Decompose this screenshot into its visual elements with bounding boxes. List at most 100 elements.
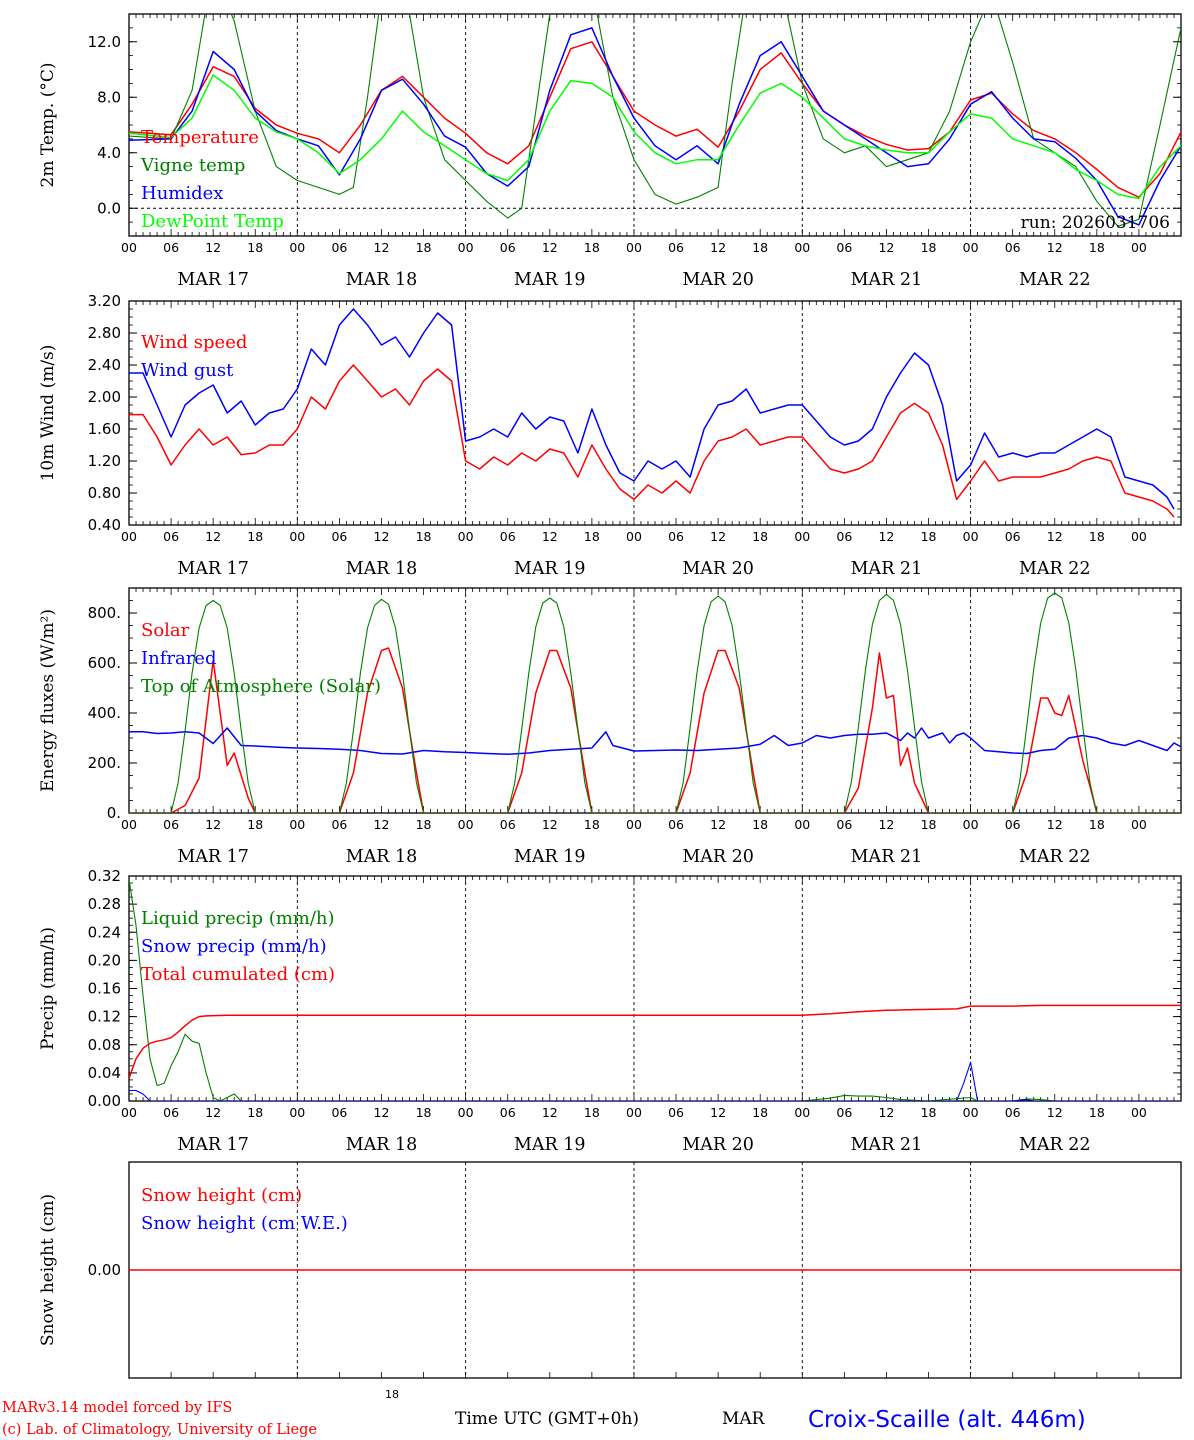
hour-tick-label: 00: [963, 1105, 979, 1120]
mar-label: MAR: [722, 1409, 766, 1429]
hour-tick-label: 00: [121, 529, 137, 544]
series-line-2: [129, 14, 1181, 227]
day-label: MAR 22: [1019, 1135, 1091, 1155]
legend-entry: Temperature: [141, 127, 259, 148]
hour-tick-label: 12: [205, 240, 221, 255]
hour-tick-label: 12: [542, 817, 558, 832]
hour-tick-label: 12: [205, 817, 221, 832]
panel-2: 00 06 12 18 00 06 12 18 00 06 12 18 00 06 12 18 00 06 12 18…: [38, 292, 1182, 579]
y-tick-label: 0.0: [97, 199, 121, 217]
hour-tick-label: 00: [963, 529, 979, 544]
panel-5: 0.00 Snow height (cm) Snow height (cm) Snow…: [38, 1161, 1182, 1379]
panels: 00 06 12 18 00 06 12 18 00 06 12 18 00 06 12 18 00 06 12 18…: [38, 13, 1182, 1379]
y-tick-label: 0.24: [88, 923, 121, 941]
hour-tick-label: 12: [205, 1105, 221, 1120]
y-tick-label: 1.60: [88, 420, 121, 438]
y-tick-label: 0.32: [88, 867, 121, 885]
y-tick-label: 2.00: [88, 388, 121, 406]
footer-tick-18: 18: [385, 1388, 399, 1401]
hour-tick-label: 06: [1005, 817, 1021, 832]
day-label: MAR 22: [1019, 847, 1091, 867]
station-title: Croix-Scaille (alt. 446m): [808, 1407, 1086, 1433]
day-label: MAR 17: [177, 270, 249, 290]
hour-tick-label: 00: [626, 817, 642, 832]
legend-entry: Snow precip (mm/h): [141, 936, 327, 957]
day-label: MAR 21: [851, 559, 923, 579]
hour-tick-label: 00: [1131, 817, 1147, 832]
hour-tick-label: 12: [1047, 240, 1063, 255]
hour-tick-label: 06: [668, 1105, 684, 1120]
hour-tick-label: 18: [247, 817, 263, 832]
y-tick-label: 0.00: [88, 1261, 121, 1279]
hour-tick-label: 06: [836, 529, 852, 544]
hour-tick-label: 12: [374, 1105, 390, 1120]
hour-tick-label: 00: [963, 817, 979, 832]
model-credit: MARv3.14 model forced by IFS: [2, 1400, 232, 1416]
series-line-1: [129, 41, 1181, 198]
hour-tick-label: 06: [1005, 529, 1021, 544]
day-label: MAR 17: [177, 1135, 249, 1155]
day-label: MAR 22: [1019, 270, 1091, 290]
hour-tick-label: 12: [542, 240, 558, 255]
hour-tick-label: 18: [584, 240, 600, 255]
hour-tick-label: 06: [331, 529, 347, 544]
day-label: MAR 21: [851, 847, 923, 867]
hour-tick-label: 00: [1131, 240, 1147, 255]
legend-entry: DewPoint Temp: [141, 211, 284, 232]
hour-tick-label: 06: [331, 817, 347, 832]
y-tick-label: 0.00: [88, 1092, 121, 1110]
hour-tick-label: 06: [1005, 1105, 1021, 1120]
hour-tick-label: 18: [584, 529, 600, 544]
hour-tick-label: 00: [458, 817, 474, 832]
hour-tick-label: 06: [163, 1105, 179, 1120]
y-axis-label: Precip (mm/h): [38, 927, 58, 1050]
hour-tick-label: 18: [416, 529, 432, 544]
day-label: MAR 22: [1019, 559, 1091, 579]
hour-tick-label: 18: [752, 817, 768, 832]
hour-tick-label: 12: [878, 817, 894, 832]
day-label: MAR 20: [682, 1135, 754, 1155]
y-tick-label: 0.16: [88, 980, 121, 998]
day-label: MAR 18: [346, 847, 418, 867]
hour-tick-label: 00: [121, 817, 137, 832]
hour-tick-label: 00: [794, 1105, 810, 1120]
hour-tick-label: 06: [500, 240, 516, 255]
legend-entry: Infrared: [141, 648, 216, 669]
day-label: MAR 21: [851, 270, 923, 290]
series-line-4: [129, 74, 1181, 200]
series-line-1: [129, 647, 1181, 813]
y-axis-label: Snow height (cm): [38, 1194, 58, 1346]
hour-tick-label: 06: [163, 817, 179, 832]
y-tick-label: 0.28: [88, 895, 121, 913]
y-tick-label: 1.20: [88, 452, 121, 470]
series-line-1: [129, 879, 1181, 1101]
hour-tick-label: 12: [1047, 529, 1063, 544]
hour-tick-label: 12: [1047, 1105, 1063, 1120]
day-label: MAR 18: [346, 559, 418, 579]
day-label: MAR 17: [177, 847, 249, 867]
y-axis-label: Energy fluxes (W/m²): [38, 609, 58, 792]
hour-tick-label: 06: [163, 240, 179, 255]
hour-tick-label: 18: [921, 817, 937, 832]
series-line-2: [129, 1061, 1181, 1101]
hour-tick-label: 18: [247, 529, 263, 544]
hour-tick-label: 12: [710, 529, 726, 544]
hour-tick-label: 00: [458, 529, 474, 544]
legend-entry: Snow height (cm W.E.): [141, 1213, 348, 1234]
panel-3: 00 06 12 18 00 06 12 18 00 06 12 18 00 06 12 18 00 06 12 18…: [38, 587, 1182, 867]
day-label: MAR 17: [177, 559, 249, 579]
hour-tick-label: 00: [458, 1105, 474, 1120]
y-tick-label: 0.08: [88, 1036, 121, 1054]
hour-tick-label: 06: [331, 240, 347, 255]
legend-entry: Top of Atmosphere (Solar): [141, 676, 381, 697]
legend-entry: Liquid precip (mm/h): [141, 908, 335, 929]
hour-tick-label: 00: [121, 240, 137, 255]
hour-tick-label: 12: [542, 529, 558, 544]
y-tick-label: 12.0: [88, 33, 121, 51]
y-tick-label: 2.80: [88, 324, 121, 342]
hour-tick-label: 00: [289, 1105, 305, 1120]
day-label: MAR 18: [346, 270, 418, 290]
hour-tick-label: 00: [121, 1105, 137, 1120]
